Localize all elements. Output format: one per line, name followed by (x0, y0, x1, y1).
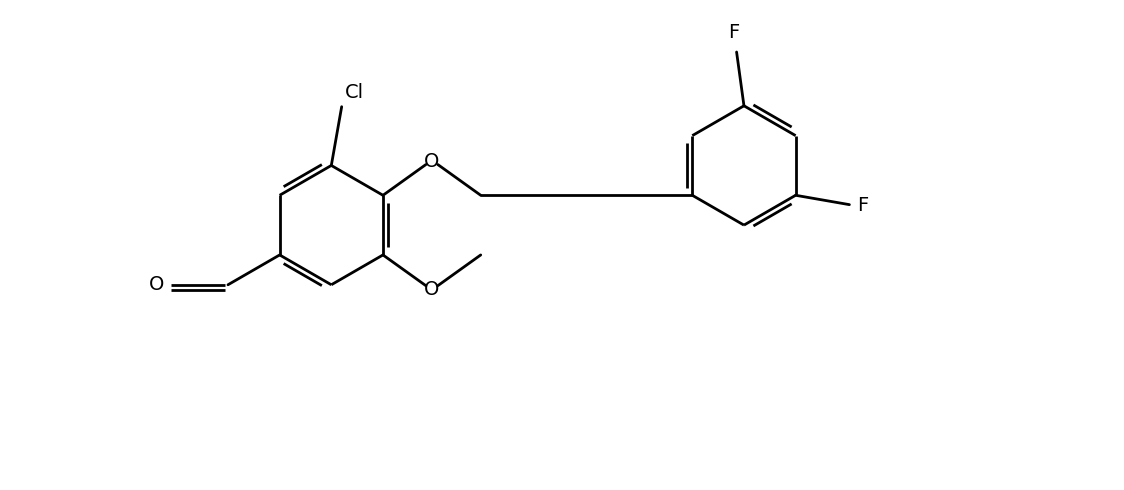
Text: F: F (858, 196, 869, 215)
Text: O: O (149, 275, 164, 294)
Text: O: O (424, 280, 439, 299)
Text: F: F (728, 23, 740, 42)
Text: Cl: Cl (345, 83, 364, 102)
Text: O: O (424, 151, 439, 171)
